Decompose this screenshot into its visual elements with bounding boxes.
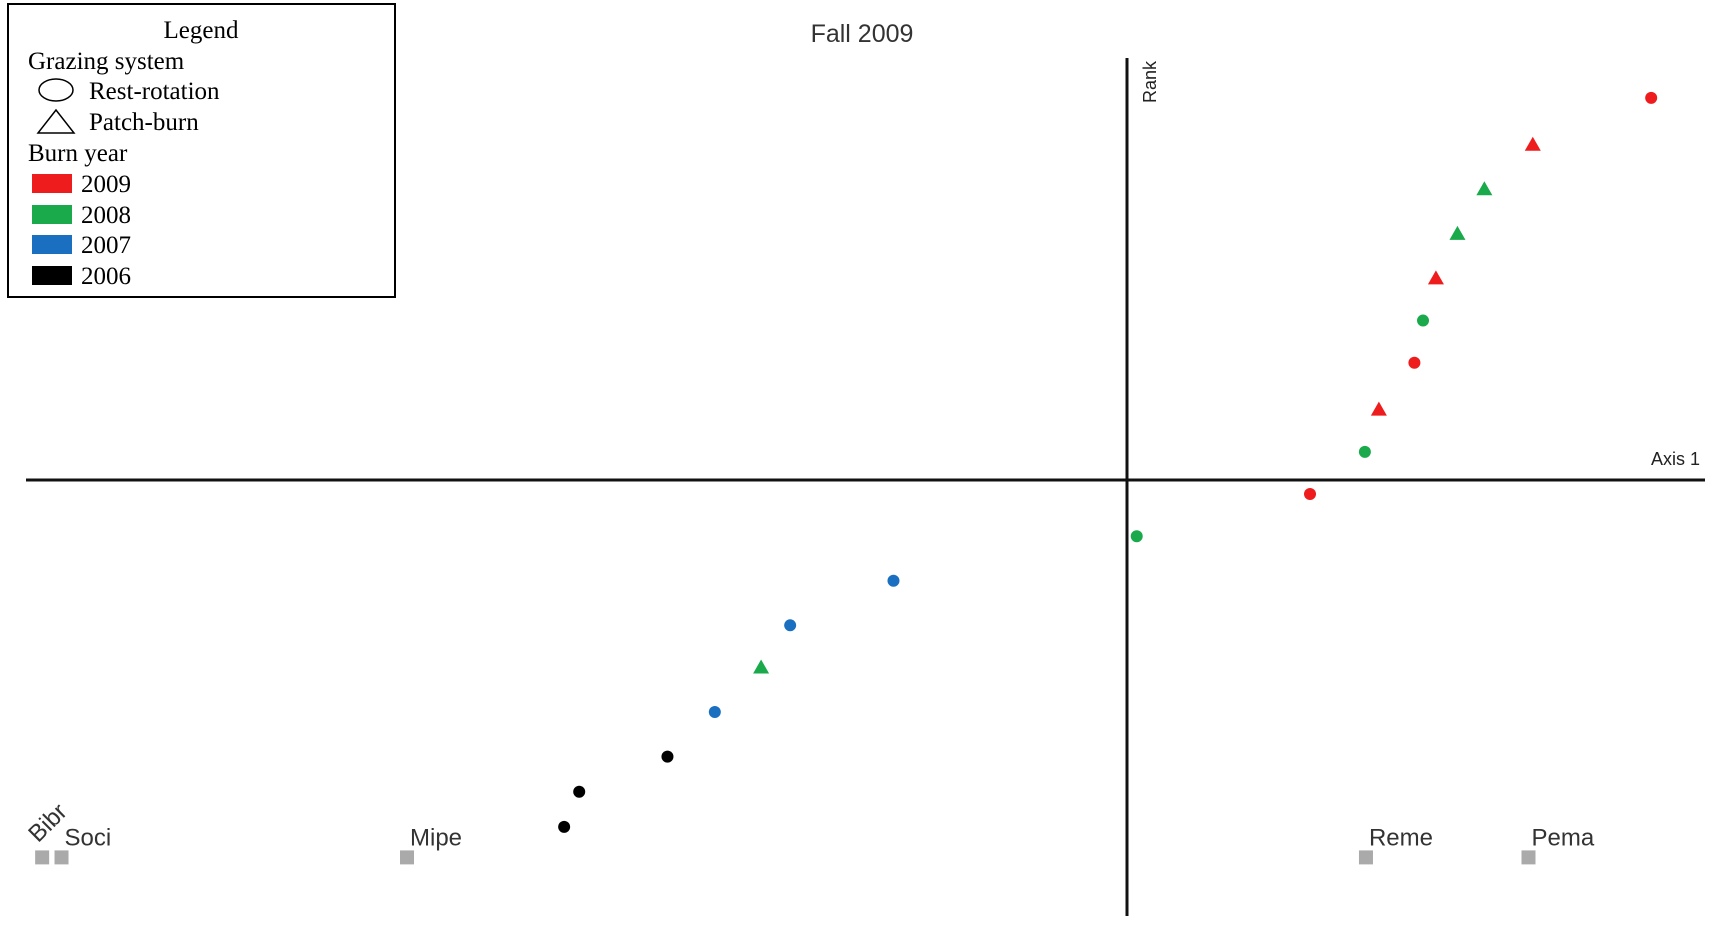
species-marker-reme (1358, 850, 1373, 865)
species-marker-soci (54, 850, 69, 865)
legend-color-label: 2009 (81, 171, 131, 198)
legend-circle-icon (38, 78, 74, 102)
data-point-17 (573, 785, 586, 798)
legend-shape-label: Patch-burn (89, 109, 199, 136)
species-label-reme: Reme (1369, 824, 1433, 851)
data-point-15 (708, 706, 721, 719)
legend-color-label: 2007 (81, 232, 131, 259)
legend-shape-heading: Grazing system (28, 48, 185, 75)
legend-swatch-2007 (32, 235, 72, 254)
data-point-2 (1524, 136, 1541, 151)
legend-swatch-2008 (32, 205, 72, 224)
data-point-13 (784, 619, 797, 632)
data-point-9 (1358, 445, 1371, 458)
data-point-6 (1417, 314, 1430, 327)
legend-box (7, 3, 396, 298)
data-points (558, 91, 1658, 833)
legend-swatch-2009 (32, 174, 72, 193)
species-label-pema: Pema (1531, 824, 1594, 851)
data-point-16 (661, 750, 674, 763)
legend-title: Legend (164, 17, 239, 44)
species-marker-bibr (35, 850, 50, 865)
species-marker-pema (1521, 850, 1536, 865)
data-point-8 (1370, 401, 1387, 416)
data-point-7 (1408, 356, 1421, 369)
data-point-11 (1130, 530, 1143, 543)
legend-triangle-icon (36, 108, 76, 134)
legend-color-label: 2006 (81, 263, 131, 290)
y-axis-label: Rank (1140, 60, 1160, 103)
legend-shape-label: Rest-rotation (89, 78, 220, 105)
data-point-14 (753, 659, 770, 674)
legend-swatch-2006 (32, 266, 72, 285)
data-point-4 (1449, 225, 1466, 240)
data-point-10 (1304, 488, 1317, 501)
data-point-12 (887, 574, 900, 587)
x-axis-label: Axis 1 (1651, 449, 1700, 469)
data-point-3 (1476, 181, 1493, 196)
species-label-soci: Soci (65, 824, 112, 851)
chart-title: Fall 2009 (811, 20, 914, 48)
species-marker-mipe (400, 850, 415, 865)
legend-color-label: 2008 (81, 202, 131, 229)
legend: Legend Grazing system Rest-rotation Patc… (7, 3, 396, 298)
species-label-mipe: Mipe (410, 824, 462, 851)
data-point-5 (1427, 270, 1444, 285)
legend-color-heading: Burn year (28, 140, 128, 167)
data-point-18 (558, 820, 571, 833)
data-point-1 (1645, 91, 1658, 104)
